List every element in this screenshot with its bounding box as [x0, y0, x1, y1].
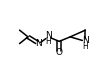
Text: N: N [45, 31, 52, 40]
Text: N: N [36, 39, 42, 48]
Text: H: H [83, 42, 88, 51]
Text: N: N [82, 36, 89, 45]
Text: O: O [56, 48, 63, 57]
Text: H: H [45, 37, 51, 46]
